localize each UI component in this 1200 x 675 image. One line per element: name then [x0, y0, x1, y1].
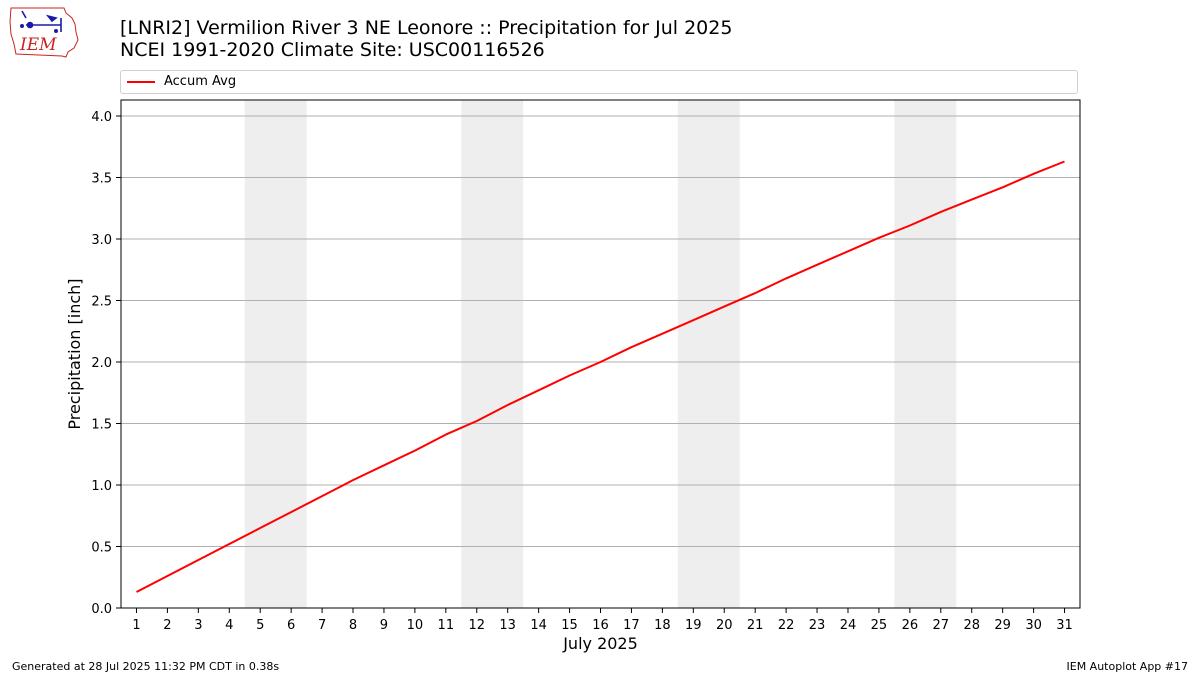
x-tick-label: 13 [499, 618, 516, 633]
y-tick-label: 2.5 [91, 294, 112, 309]
x-axis-label: July 2025 [562, 634, 638, 653]
x-tick-label: 14 [530, 618, 547, 633]
footer-generated-text: Generated at 28 Jul 2025 11:32 PM CDT in… [12, 660, 280, 673]
footer-app-label: IEM Autoplot App #17 [1066, 660, 1189, 673]
x-tick-label: 23 [809, 618, 826, 633]
y-axis-label: Precipitation [inch] [65, 278, 84, 429]
x-tick-label: 22 [778, 618, 795, 633]
x-tick-label: 31 [1056, 618, 1073, 633]
y-tick-label: 1.5 [91, 417, 112, 432]
series-line-accum-avg [136, 160, 1065, 593]
legend-label-accum-avg: Accum Avg [164, 74, 237, 89]
x-tick-label: 30 [1025, 618, 1042, 633]
x-tick-label: 2 [163, 618, 171, 633]
weather-station-icon [20, 10, 62, 33]
x-tick-label: 17 [623, 618, 640, 633]
x-tick-label: 15 [561, 618, 578, 633]
weekend-shade-2 [461, 100, 524, 608]
legend-swatch-accum-avg [127, 81, 155, 83]
x-tick-label: 8 [349, 618, 357, 633]
x-tick-label: 24 [840, 618, 857, 633]
y-tick-label: 3.5 [91, 171, 112, 186]
x-tick-label: 29 [994, 618, 1011, 633]
weekend-shade-4 [894, 100, 957, 608]
x-tick-label: 7 [318, 618, 326, 633]
x-tick-label: 11 [438, 618, 455, 633]
weekend-shading [244, 100, 957, 608]
x-tick-label: 19 [685, 618, 702, 633]
x-tick-label: 16 [592, 618, 609, 633]
y-tick-label: 4.0 [91, 110, 112, 125]
x-tick-label: 12 [468, 618, 485, 633]
chart-legend: Accum Avg [120, 70, 1078, 94]
chart-title-line-2: NCEI 1991-2020 Climate Site: USC00116526 [120, 39, 545, 61]
x-tick-label: 26 [902, 618, 919, 633]
logo-text: IEM [19, 35, 57, 55]
weekend-shade-1 [244, 100, 307, 608]
x-tick-label: 4 [225, 618, 233, 633]
x-tick-label: 3 [194, 618, 202, 633]
x-tick-label: 18 [654, 618, 671, 633]
weekend-shade-3 [677, 100, 740, 608]
x-tick-label: 1 [132, 618, 140, 633]
chart-title-line-1: [LNRI2] Vermilion River 3 NE Leonore :: … [120, 17, 733, 39]
x-tick-label: 21 [747, 618, 764, 633]
x-tick-label: 20 [716, 618, 733, 633]
y-tick-label: 0.0 [91, 602, 112, 617]
x-tick-label: 6 [287, 618, 295, 633]
x-tick-label: 10 [407, 618, 424, 633]
x-axis-ticks: 1 2 3 4 5 6 7 8 9 10 11 12 13 14 15 16 17 18 19 20 21 22 23 24 2… [132, 608, 1073, 633]
series-layer [136, 160, 1065, 593]
x-tick-label: 9 [380, 618, 388, 633]
y-tick-label: 3.0 [91, 233, 112, 248]
y-axis-ticks: 0.0 0.5 1.0 1.5 2.0 2.5 3.0 3.5 4.0 [91, 110, 121, 617]
iem-logo: IEM [9, 7, 79, 58]
x-tick-label: 25 [871, 618, 888, 633]
y-tick-label: 0.5 [91, 540, 112, 555]
x-tick-label: 5 [256, 618, 264, 633]
x-tick-label: 27 [933, 618, 950, 633]
y-gridlines [121, 115, 1080, 547]
y-tick-label: 1.0 [91, 479, 112, 494]
y-tick-label: 2.0 [91, 356, 112, 371]
x-tick-label: 28 [963, 618, 980, 633]
